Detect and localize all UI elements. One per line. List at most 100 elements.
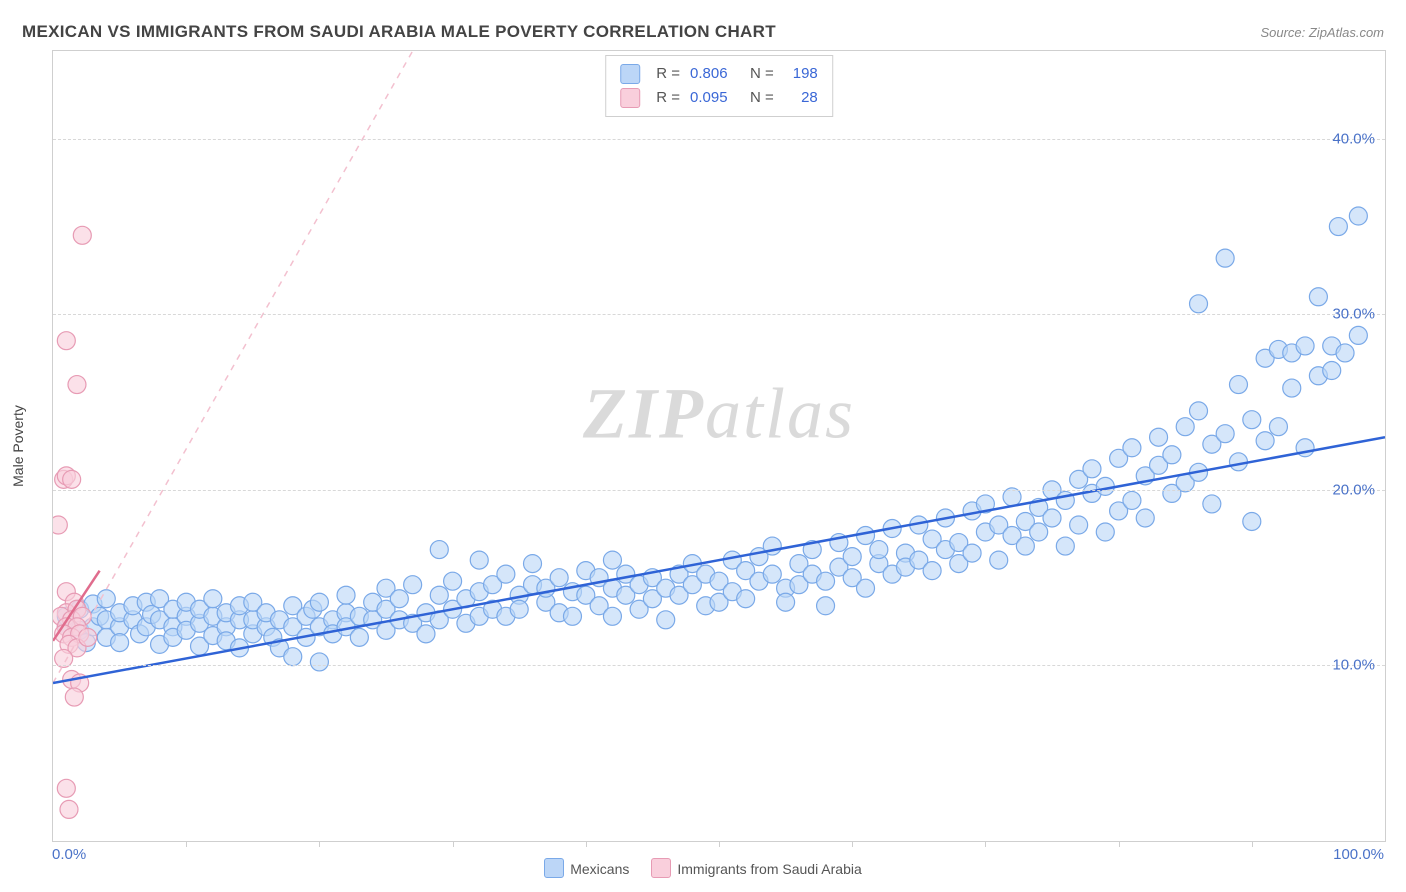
data-point [1096, 477, 1114, 495]
r-label: R = [656, 86, 680, 110]
data-point [1269, 418, 1287, 436]
x-tick [985, 841, 986, 847]
data-point [284, 648, 302, 666]
data-point [603, 607, 621, 625]
data-point [65, 688, 83, 706]
data-point [1163, 446, 1181, 464]
data-point [310, 653, 328, 671]
data-point [1190, 295, 1208, 313]
data-point [1329, 218, 1347, 236]
data-point [1083, 460, 1101, 478]
data-point [524, 555, 542, 573]
r-label: R = [656, 62, 680, 86]
data-point [1070, 516, 1088, 534]
source-label: Source: ZipAtlas.com [1260, 25, 1384, 40]
data-point [990, 551, 1008, 569]
data-point [1349, 326, 1367, 344]
data-point [1016, 537, 1034, 555]
x-tick [719, 841, 720, 847]
n-value: 28 [784, 86, 818, 110]
data-point [53, 516, 67, 534]
data-point [1256, 432, 1274, 450]
data-point [923, 562, 941, 580]
data-point [63, 470, 81, 488]
data-point [1176, 418, 1194, 436]
data-point [550, 569, 568, 587]
data-point [1150, 428, 1168, 446]
data-point [657, 611, 675, 629]
data-point [857, 527, 875, 545]
data-point [111, 634, 129, 652]
extrapolation-line [53, 51, 413, 683]
data-point [497, 565, 515, 583]
y-tick-label: 40.0% [1332, 130, 1375, 147]
legend-swatch [544, 858, 564, 878]
x-tick [586, 841, 587, 847]
data-point [1123, 439, 1141, 457]
data-point [817, 572, 835, 590]
data-point [417, 625, 435, 643]
data-point [1216, 249, 1234, 267]
data-point [1309, 288, 1327, 306]
data-point [1336, 344, 1354, 362]
data-point [843, 548, 861, 566]
data-point [1216, 425, 1234, 443]
legend-swatch [651, 858, 671, 878]
correlation-legend: R = 0.806 N = 198 R = 0.095 N = 28 [605, 55, 833, 117]
x-tick [1119, 841, 1120, 847]
legend-label: Immigrants from Saudi Arabia [677, 861, 861, 877]
data-point [1056, 537, 1074, 555]
data-point [1203, 495, 1221, 513]
data-point [310, 593, 328, 611]
data-point [963, 544, 981, 562]
plot-area: ZIPatlas R =0.806N =198R =0.095N =28 10.… [52, 50, 1386, 842]
data-point [1243, 411, 1261, 429]
data-point [1243, 512, 1261, 530]
x-tick [186, 841, 187, 847]
data-point [737, 590, 755, 608]
legend-row: R = 0.806 N = 198 [620, 62, 818, 86]
data-point [1096, 523, 1114, 541]
legend-swatch [620, 88, 640, 108]
n-label: N = [750, 86, 774, 110]
data-point [1043, 509, 1061, 527]
data-point [857, 579, 875, 597]
y-tick-label: 30.0% [1332, 306, 1375, 323]
data-point [1229, 453, 1247, 471]
data-point [430, 541, 448, 559]
data-point [430, 586, 448, 604]
n-label: N = [750, 62, 774, 86]
n-value: 198 [784, 62, 818, 86]
data-point [1229, 376, 1247, 394]
legend-row: R = 0.095 N = 28 [620, 86, 818, 110]
legend-swatch [620, 64, 640, 84]
data-point [817, 597, 835, 615]
data-point [1323, 362, 1341, 380]
y-axis-label: Male Poverty [10, 405, 26, 487]
data-point [510, 600, 528, 618]
gridline [53, 139, 1385, 140]
data-point [68, 376, 86, 394]
r-value: 0.806 [690, 62, 740, 86]
data-point [404, 576, 422, 594]
series-legend: Mexicans Immigrants from Saudi Arabia [0, 858, 1406, 878]
data-point [60, 800, 78, 818]
x-tick [453, 841, 454, 847]
data-point [1136, 509, 1154, 527]
y-tick-label: 20.0% [1332, 481, 1375, 498]
data-point [1030, 523, 1048, 541]
trend-line [53, 437, 1385, 683]
y-tick-label: 10.0% [1332, 657, 1375, 674]
data-point [1296, 337, 1314, 355]
data-point [470, 551, 488, 569]
data-point [563, 607, 581, 625]
data-point [57, 779, 75, 797]
data-point [57, 332, 75, 350]
legend-item: Mexicans [544, 858, 629, 878]
data-point [870, 541, 888, 559]
data-point [79, 628, 97, 646]
data-point [1190, 402, 1208, 420]
r-value: 0.095 [690, 86, 740, 110]
data-point [390, 590, 408, 608]
x-tick [1252, 841, 1253, 847]
